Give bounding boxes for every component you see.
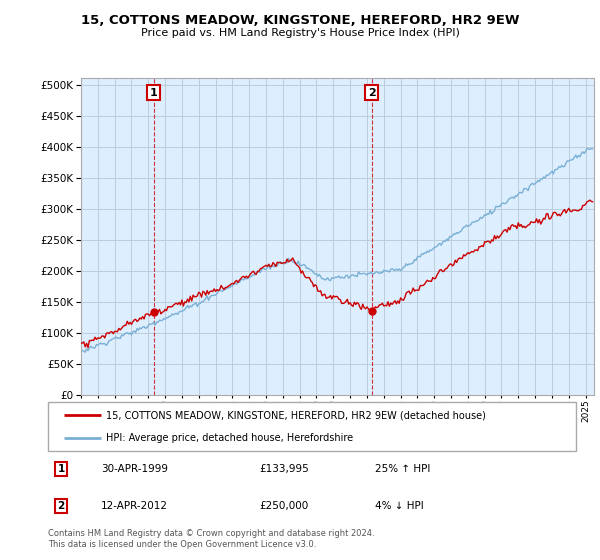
Text: 2: 2 bbox=[368, 87, 376, 97]
Text: £250,000: £250,000 bbox=[259, 501, 308, 511]
Text: 15, COTTONS MEADOW, KINGSTONE, HEREFORD, HR2 9EW (detached house): 15, COTTONS MEADOW, KINGSTONE, HEREFORD,… bbox=[106, 410, 486, 421]
Text: HPI: Average price, detached house, Herefordshire: HPI: Average price, detached house, Here… bbox=[106, 433, 353, 444]
Text: 30-APR-1999: 30-APR-1999 bbox=[101, 464, 168, 474]
Text: Contains HM Land Registry data © Crown copyright and database right 2024.
This d: Contains HM Land Registry data © Crown c… bbox=[48, 529, 374, 549]
Text: 1: 1 bbox=[58, 464, 65, 474]
Text: 15, COTTONS MEADOW, KINGSTONE, HEREFORD, HR2 9EW: 15, COTTONS MEADOW, KINGSTONE, HEREFORD,… bbox=[81, 14, 519, 27]
Text: 4% ↓ HPI: 4% ↓ HPI bbox=[376, 501, 424, 511]
Text: Price paid vs. HM Land Registry's House Price Index (HPI): Price paid vs. HM Land Registry's House … bbox=[140, 28, 460, 38]
Text: 1: 1 bbox=[150, 87, 158, 97]
Text: 2: 2 bbox=[58, 501, 65, 511]
Text: 25% ↑ HPI: 25% ↑ HPI bbox=[376, 464, 431, 474]
Text: 12-APR-2012: 12-APR-2012 bbox=[101, 501, 168, 511]
Text: £133,995: £133,995 bbox=[259, 464, 309, 474]
